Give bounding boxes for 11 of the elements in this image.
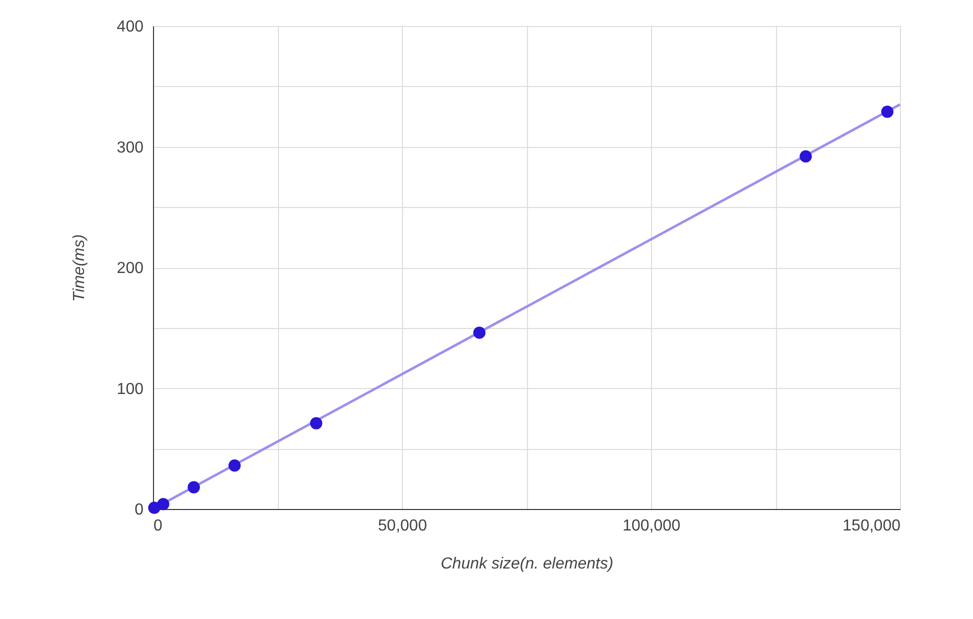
x-tick-label: 150,000 (842, 518, 901, 534)
y-tick-label: 200 (116, 260, 144, 277)
x-tick-label: 100,000 (622, 518, 681, 534)
x-tick-label: 50,000 (378, 518, 428, 534)
y-tick-label: 300 (116, 139, 144, 156)
x-tick-label: 0 (154, 518, 162, 534)
y-tick-label: 100 (116, 380, 144, 398)
y-tick-label: 0 (134, 502, 144, 518)
y-tick-label: 400 (116, 18, 144, 36)
x-axis-title: Chunk size(n. elements) (440, 556, 614, 572)
y-axis-title: Time(ms) (70, 234, 88, 302)
